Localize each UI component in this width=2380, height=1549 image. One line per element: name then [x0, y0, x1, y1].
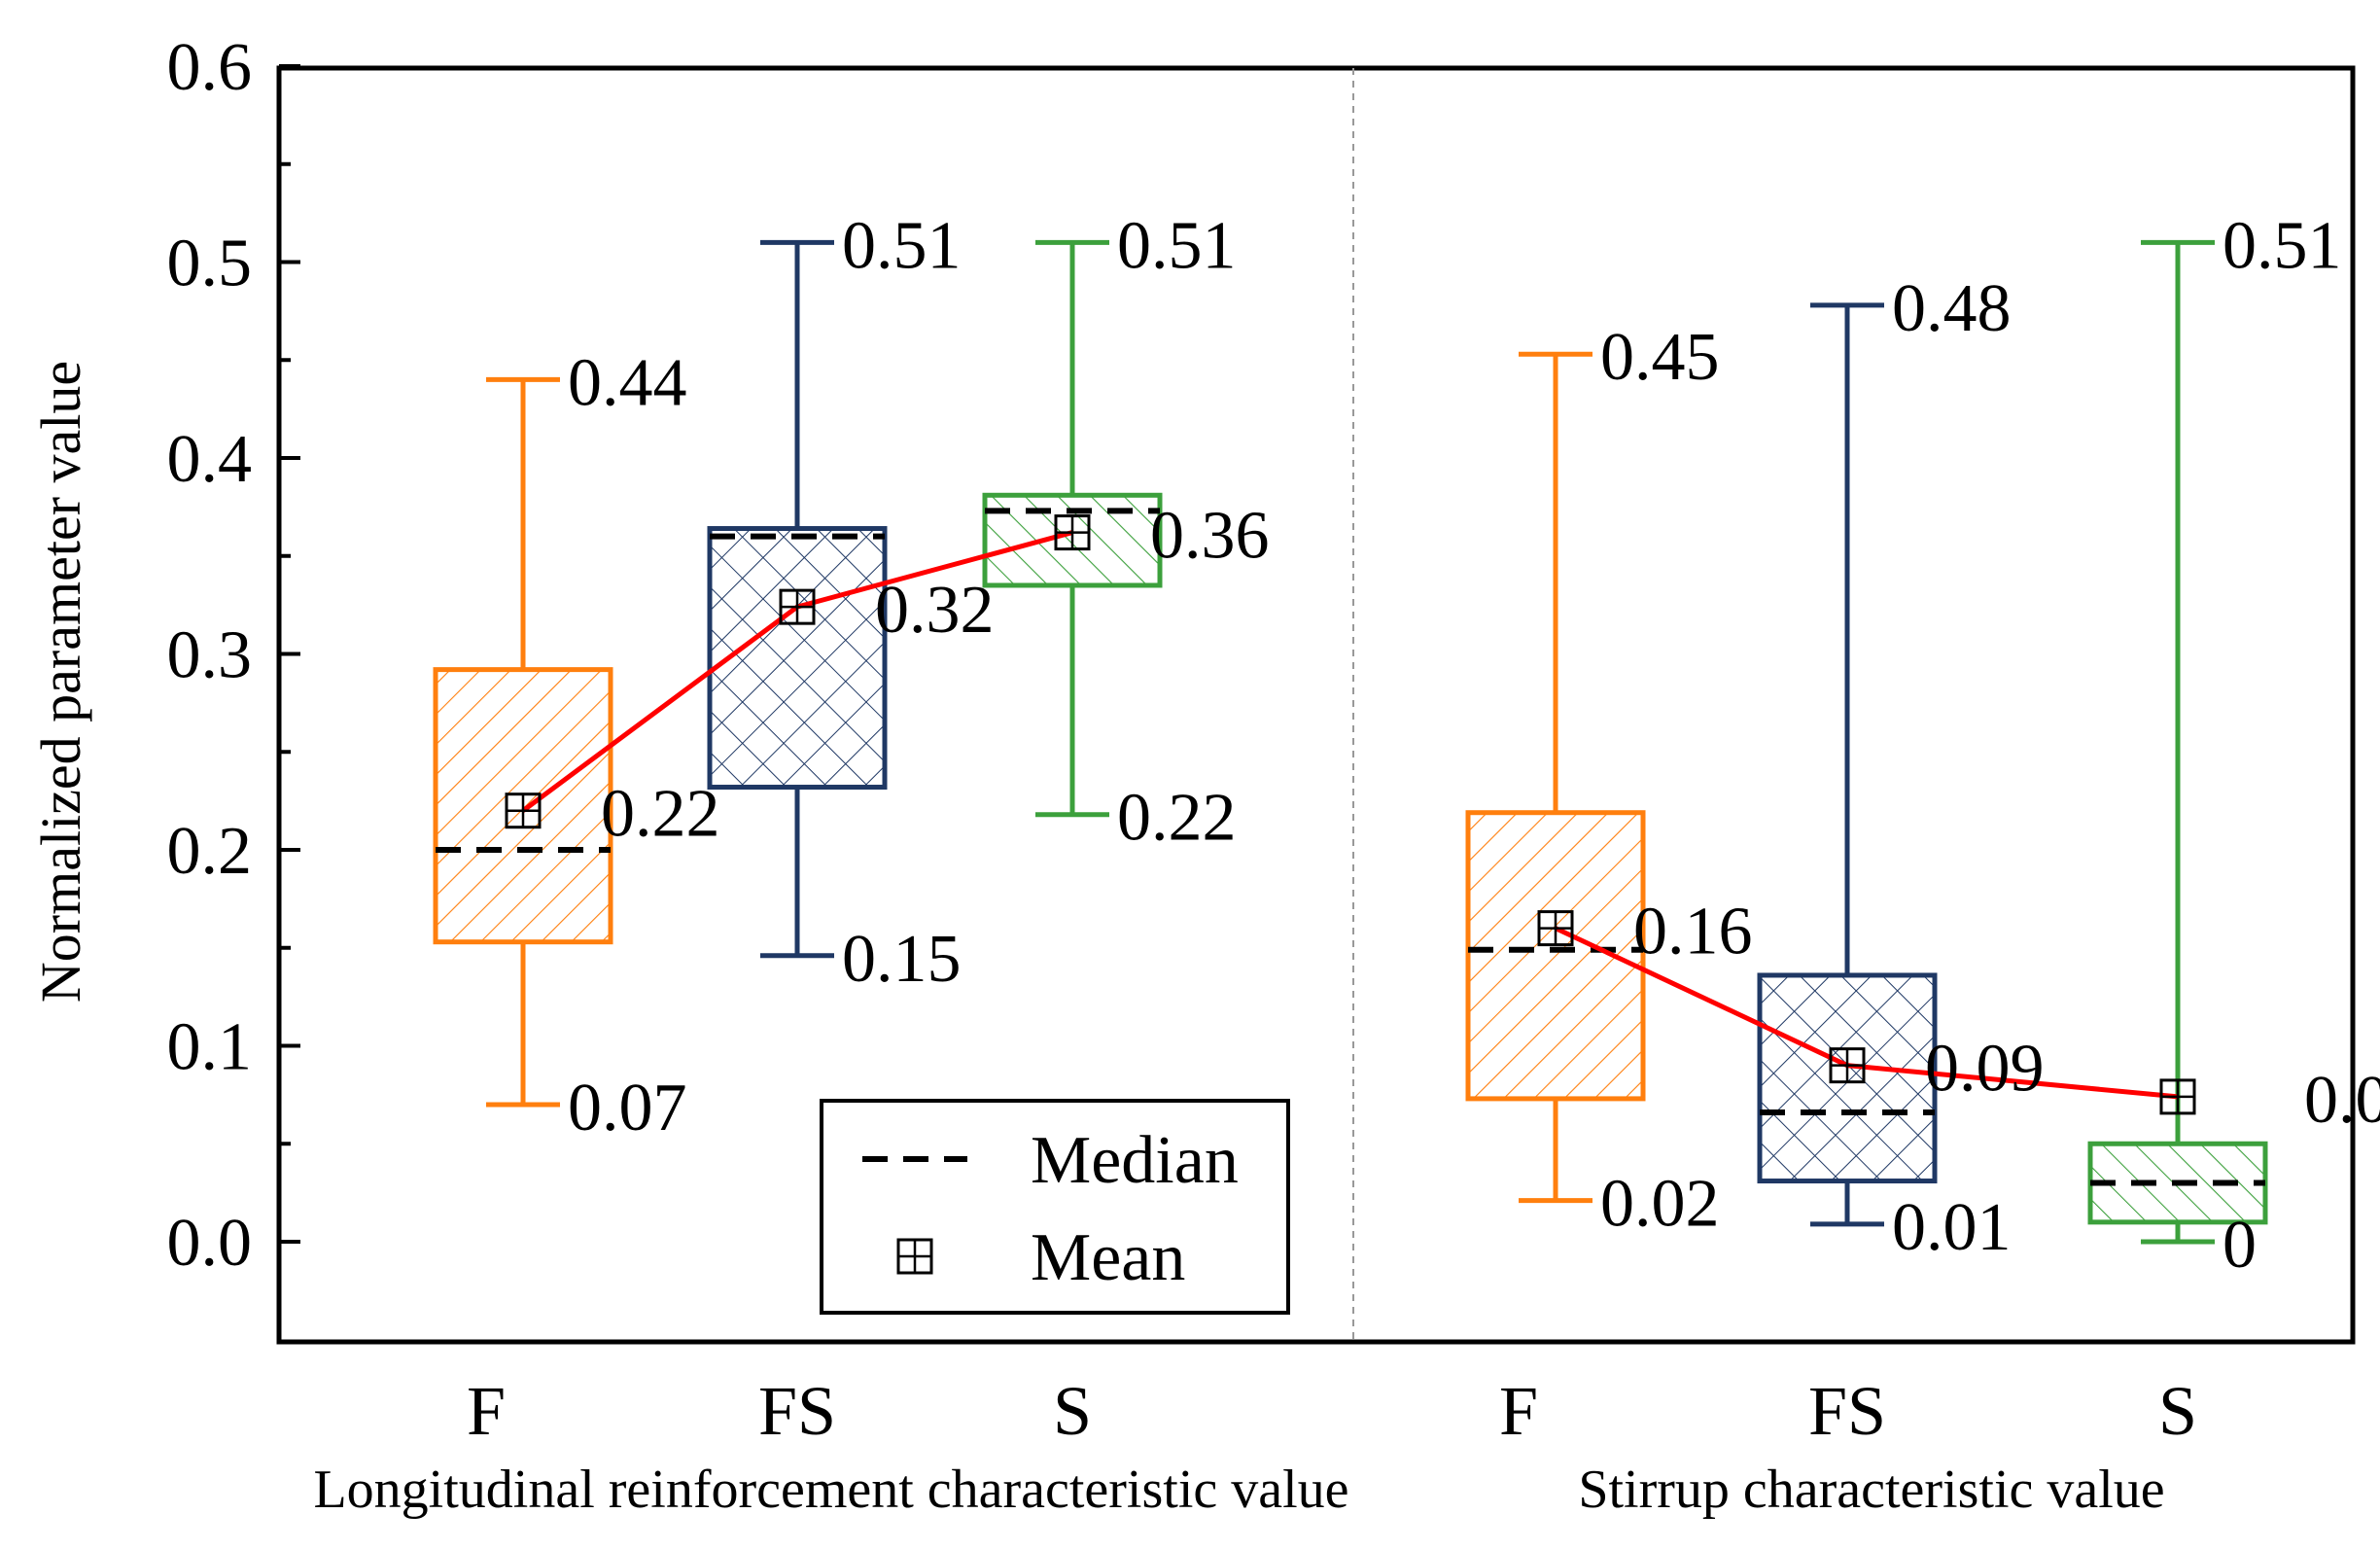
- category-label: FS: [758, 1372, 836, 1450]
- legend-box: [820, 1099, 1290, 1315]
- mean-marker: [505, 792, 542, 829]
- legend-median-label: Median: [1031, 1123, 1239, 1198]
- mean-value-label: 0.09: [1925, 1032, 2045, 1107]
- category-label: F: [1499, 1372, 1538, 1450]
- mean-marker: [1829, 1047, 1866, 1084]
- mean-marker: [1537, 910, 1574, 947]
- y-tick-label: 0.5: [167, 227, 253, 301]
- y-tick-label: 0.6: [167, 30, 253, 105]
- legend-mean-label: Mean: [1031, 1220, 1185, 1295]
- category-label: F: [467, 1372, 506, 1450]
- group-title-1: Stirrup characteristic value: [1578, 1460, 2164, 1520]
- mean-value-label: 0.07: [2304, 1063, 2380, 1138]
- category-label: S: [2158, 1372, 2197, 1450]
- mean-value-label: 0.36: [1150, 499, 1270, 574]
- box-FS: [707, 526, 888, 791]
- max-value-label: 0.45: [1600, 320, 1720, 395]
- max-value-label: 0.51: [842, 208, 962, 283]
- mean-marker: [779, 588, 816, 625]
- mean-value-label: 0.32: [875, 573, 995, 648]
- min-value-label: 0.15: [842, 922, 962, 997]
- min-value-label: 0.22: [1117, 781, 1237, 856]
- y-tick-label: 0.4: [167, 422, 253, 497]
- mean-marker: [1054, 514, 1091, 551]
- y-axis-label: Normalized parameter value: [29, 361, 92, 1003]
- max-value-label: 0.51: [2222, 208, 2342, 283]
- legend: Median Mean: [820, 1099, 1290, 1315]
- mean-layer: [505, 514, 2196, 1115]
- min-value-label: 0: [2222, 1208, 2257, 1283]
- y-tick-label: 0.2: [167, 814, 253, 889]
- mean-value-label: 0.22: [601, 777, 720, 852]
- min-value-label: 0.02: [1600, 1167, 1720, 1242]
- y-tick-label: 0.3: [167, 618, 253, 693]
- labels-layer: 0.44 0.07 0.22 0.51 0.15 0.32 0.51 0.22 0.36 0.45…: [568, 208, 2380, 1283]
- max-value-label: 0.44: [568, 345, 687, 420]
- y-tick-label: 0.0: [167, 1206, 253, 1281]
- max-value-label: 0.51: [1117, 208, 1237, 283]
- y-tick-label: 0.1: [167, 1010, 253, 1085]
- legend-mean-swatch: [896, 1238, 933, 1275]
- min-value-label: 0.01: [1892, 1190, 2012, 1265]
- min-value-label: 0.07: [568, 1071, 687, 1145]
- group-title-0: Longitudinal reinforcement characteristi…: [313, 1460, 1348, 1520]
- axes-layer: 0.0 0.1 0.2 0.3 0.4 0.5 0.6 Normalized paramete…: [29, 30, 2356, 1520]
- plot-frame: [276, 65, 2356, 1345]
- mean-value-label: 0.16: [1633, 895, 1753, 969]
- mean-marker: [2159, 1078, 2196, 1115]
- category-label: S: [1053, 1372, 1092, 1450]
- category-label: FS: [1808, 1372, 1886, 1450]
- max-value-label: 0.48: [1892, 271, 2012, 346]
